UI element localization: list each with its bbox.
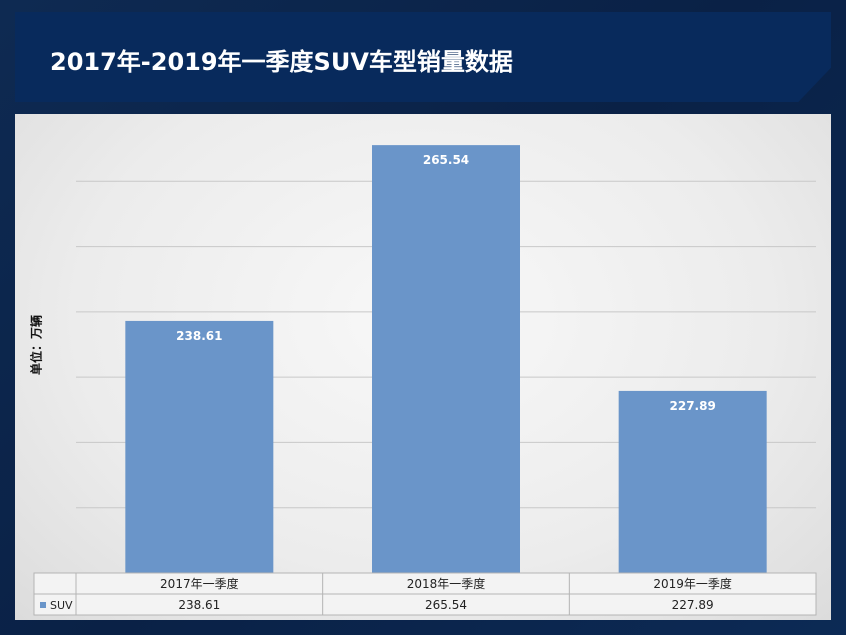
bar-value-label: 227.89 [670, 399, 716, 413]
bar-3 [618, 390, 767, 573]
bar-value-label: 238.61 [176, 329, 222, 343]
bar-2 [372, 145, 520, 573]
legend-swatch-suv [40, 602, 46, 608]
category-label: 2018年一季度 [407, 576, 486, 591]
bar-value-label: 265.54 [423, 153, 469, 167]
category-label: 2017年一季度 [160, 576, 239, 591]
legend-label-suv: SUV [50, 599, 73, 612]
bar-1 [125, 320, 274, 573]
data-table-corner [34, 573, 76, 594]
data-table-value: 265.54 [425, 598, 467, 612]
data-table-value: 238.61 [178, 598, 220, 612]
title-banner [15, 12, 831, 102]
page-title: 2017年-2019年一季度SUV车型销量数据 [50, 48, 513, 76]
category-label: 2019年一季度 [653, 576, 732, 591]
data-table-value: 227.89 [672, 598, 714, 612]
y-axis-label: 单位：万辆 [29, 314, 44, 376]
